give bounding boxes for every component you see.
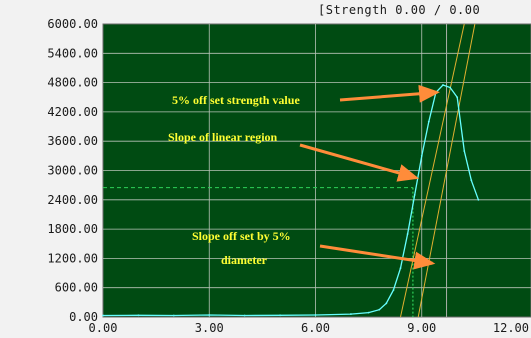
data-point [279, 314, 281, 317]
y-tick-label: 5400.00 [47, 46, 98, 60]
annotation-label: 5% off set strength value [172, 93, 300, 107]
strength-readout: [Strength 0.00 / 0.00 [318, 3, 481, 17]
y-tick-label: 600.00 [55, 281, 98, 295]
x-tick-label: 9.00 [407, 321, 436, 335]
y-tick-label: 3600.00 [47, 134, 98, 148]
data-point [449, 86, 451, 89]
y-tick-label: 4200.00 [47, 105, 98, 119]
data-point [385, 302, 388, 305]
annotation-arrow [319, 244, 436, 270]
data-point [399, 267, 402, 270]
data-point [470, 179, 473, 182]
y-tick-label: 0.00 [69, 310, 98, 324]
data-point [477, 198, 480, 201]
data-point [314, 314, 317, 316]
data-point [102, 314, 104, 317]
y-tick-label: 1200.00 [47, 251, 98, 265]
annotation-label: diameter [221, 253, 268, 267]
data-point [350, 313, 352, 315]
data-point [413, 194, 416, 196]
data-point [442, 84, 444, 86]
linear-slope-line [400, 23, 465, 318]
y-tick-label: 1800.00 [47, 222, 98, 236]
annotation-label: Slope off set by 5% [192, 229, 291, 243]
data-point [137, 314, 140, 317]
data-point [367, 311, 370, 314]
annotation-arrow [299, 143, 420, 182]
x-tick-label: 6.00 [301, 321, 330, 335]
y-tick-label: 3000.00 [47, 164, 98, 178]
data-point [392, 289, 395, 292]
data-point [420, 154, 423, 157]
data-point [406, 233, 409, 235]
x-tick-label: 0.00 [89, 321, 118, 335]
data-point [172, 314, 175, 317]
data-point [208, 314, 211, 316]
data-point [456, 96, 459, 99]
data-point [378, 308, 381, 311]
data-point [243, 314, 246, 317]
y-tick-label: 2400.00 [47, 193, 98, 207]
y-tick-label: 4800.00 [47, 76, 98, 90]
x-tick-label: 12.00 [493, 321, 529, 335]
y-tick-label: 6000.00 [47, 17, 98, 31]
annotation-label: Slope of linear region [168, 130, 278, 144]
data-series-line [102, 84, 480, 317]
annotation-arrow [339, 84, 440, 103]
x-tick-label: 3.00 [195, 321, 224, 335]
data-point [463, 150, 466, 152]
data-point [427, 120, 430, 123]
